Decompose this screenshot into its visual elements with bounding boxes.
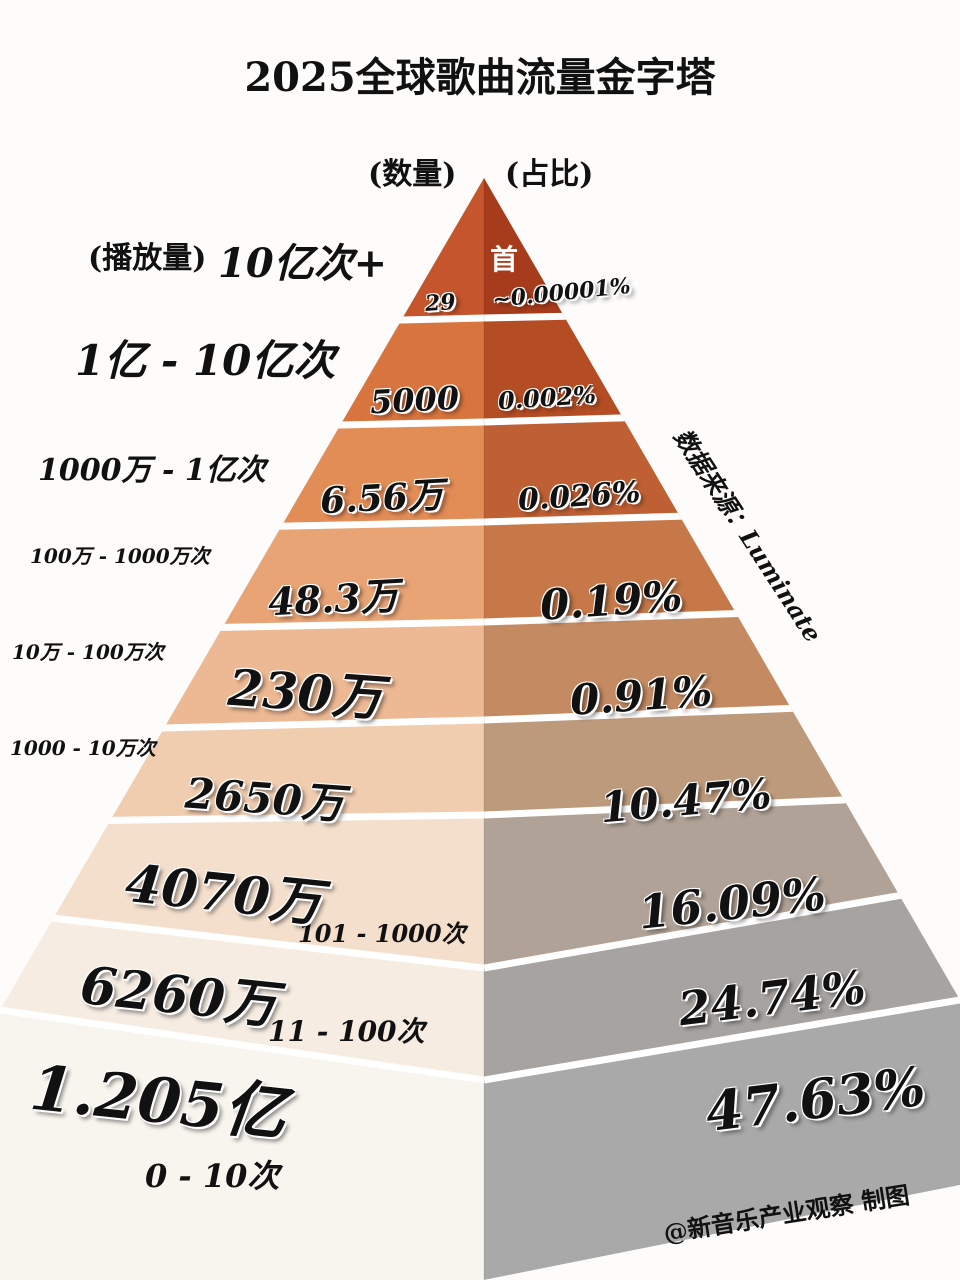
share-header: (占比)	[505, 157, 594, 192]
level-share: 0.026%	[516, 474, 642, 519]
level-range-label: 0 - 10次	[145, 1157, 280, 1195]
pyramid-level-right-face	[484, 1000, 960, 1280]
level-separator	[484, 996, 960, 1084]
level-share: 0.19%	[538, 571, 684, 630]
level-count: 29	[424, 288, 457, 318]
level-range-label: 10万 - 100万次	[12, 640, 164, 664]
level-count: 5000	[369, 378, 460, 422]
level-range-label: 11 - 100次	[268, 1015, 425, 1048]
unit-label: 首	[490, 243, 519, 276]
level-range-label: 1000 - 10万次	[10, 736, 156, 760]
level-share: 0.002%	[497, 379, 597, 416]
level-count: 2650万	[183, 768, 346, 829]
level-count: 48.3万	[266, 572, 400, 625]
pyramid-level-left-face	[0, 1010, 484, 1280]
level-range-label: 10亿次+	[218, 240, 388, 287]
level-separator	[0, 1006, 484, 1084]
level-range-label: 1亿 - 10亿次	[75, 336, 336, 385]
level-count: 230万	[226, 657, 385, 728]
pyramid-level-right-face	[484, 885, 960, 1080]
level-range-label: 100万 - 1000万次	[30, 544, 210, 568]
level-count: 6.56万	[318, 473, 445, 523]
level-range-label: 101 - 1000次	[298, 919, 466, 948]
plays-header: (播放量)	[88, 241, 207, 276]
level-separator	[484, 881, 960, 972]
pyramid-level-left-face	[0, 815, 484, 968]
page-title: 2025全球歌曲流量金字塔	[244, 54, 716, 101]
pyramid-level-right-face	[484, 795, 960, 968]
level-separator	[0, 908, 484, 972]
level-share: 0.91%	[568, 666, 714, 725]
count-header: (数量)	[368, 157, 457, 192]
pyramid-level-left-face	[0, 522, 484, 632]
level-range-label: 1000万 - 1亿次	[38, 453, 266, 488]
